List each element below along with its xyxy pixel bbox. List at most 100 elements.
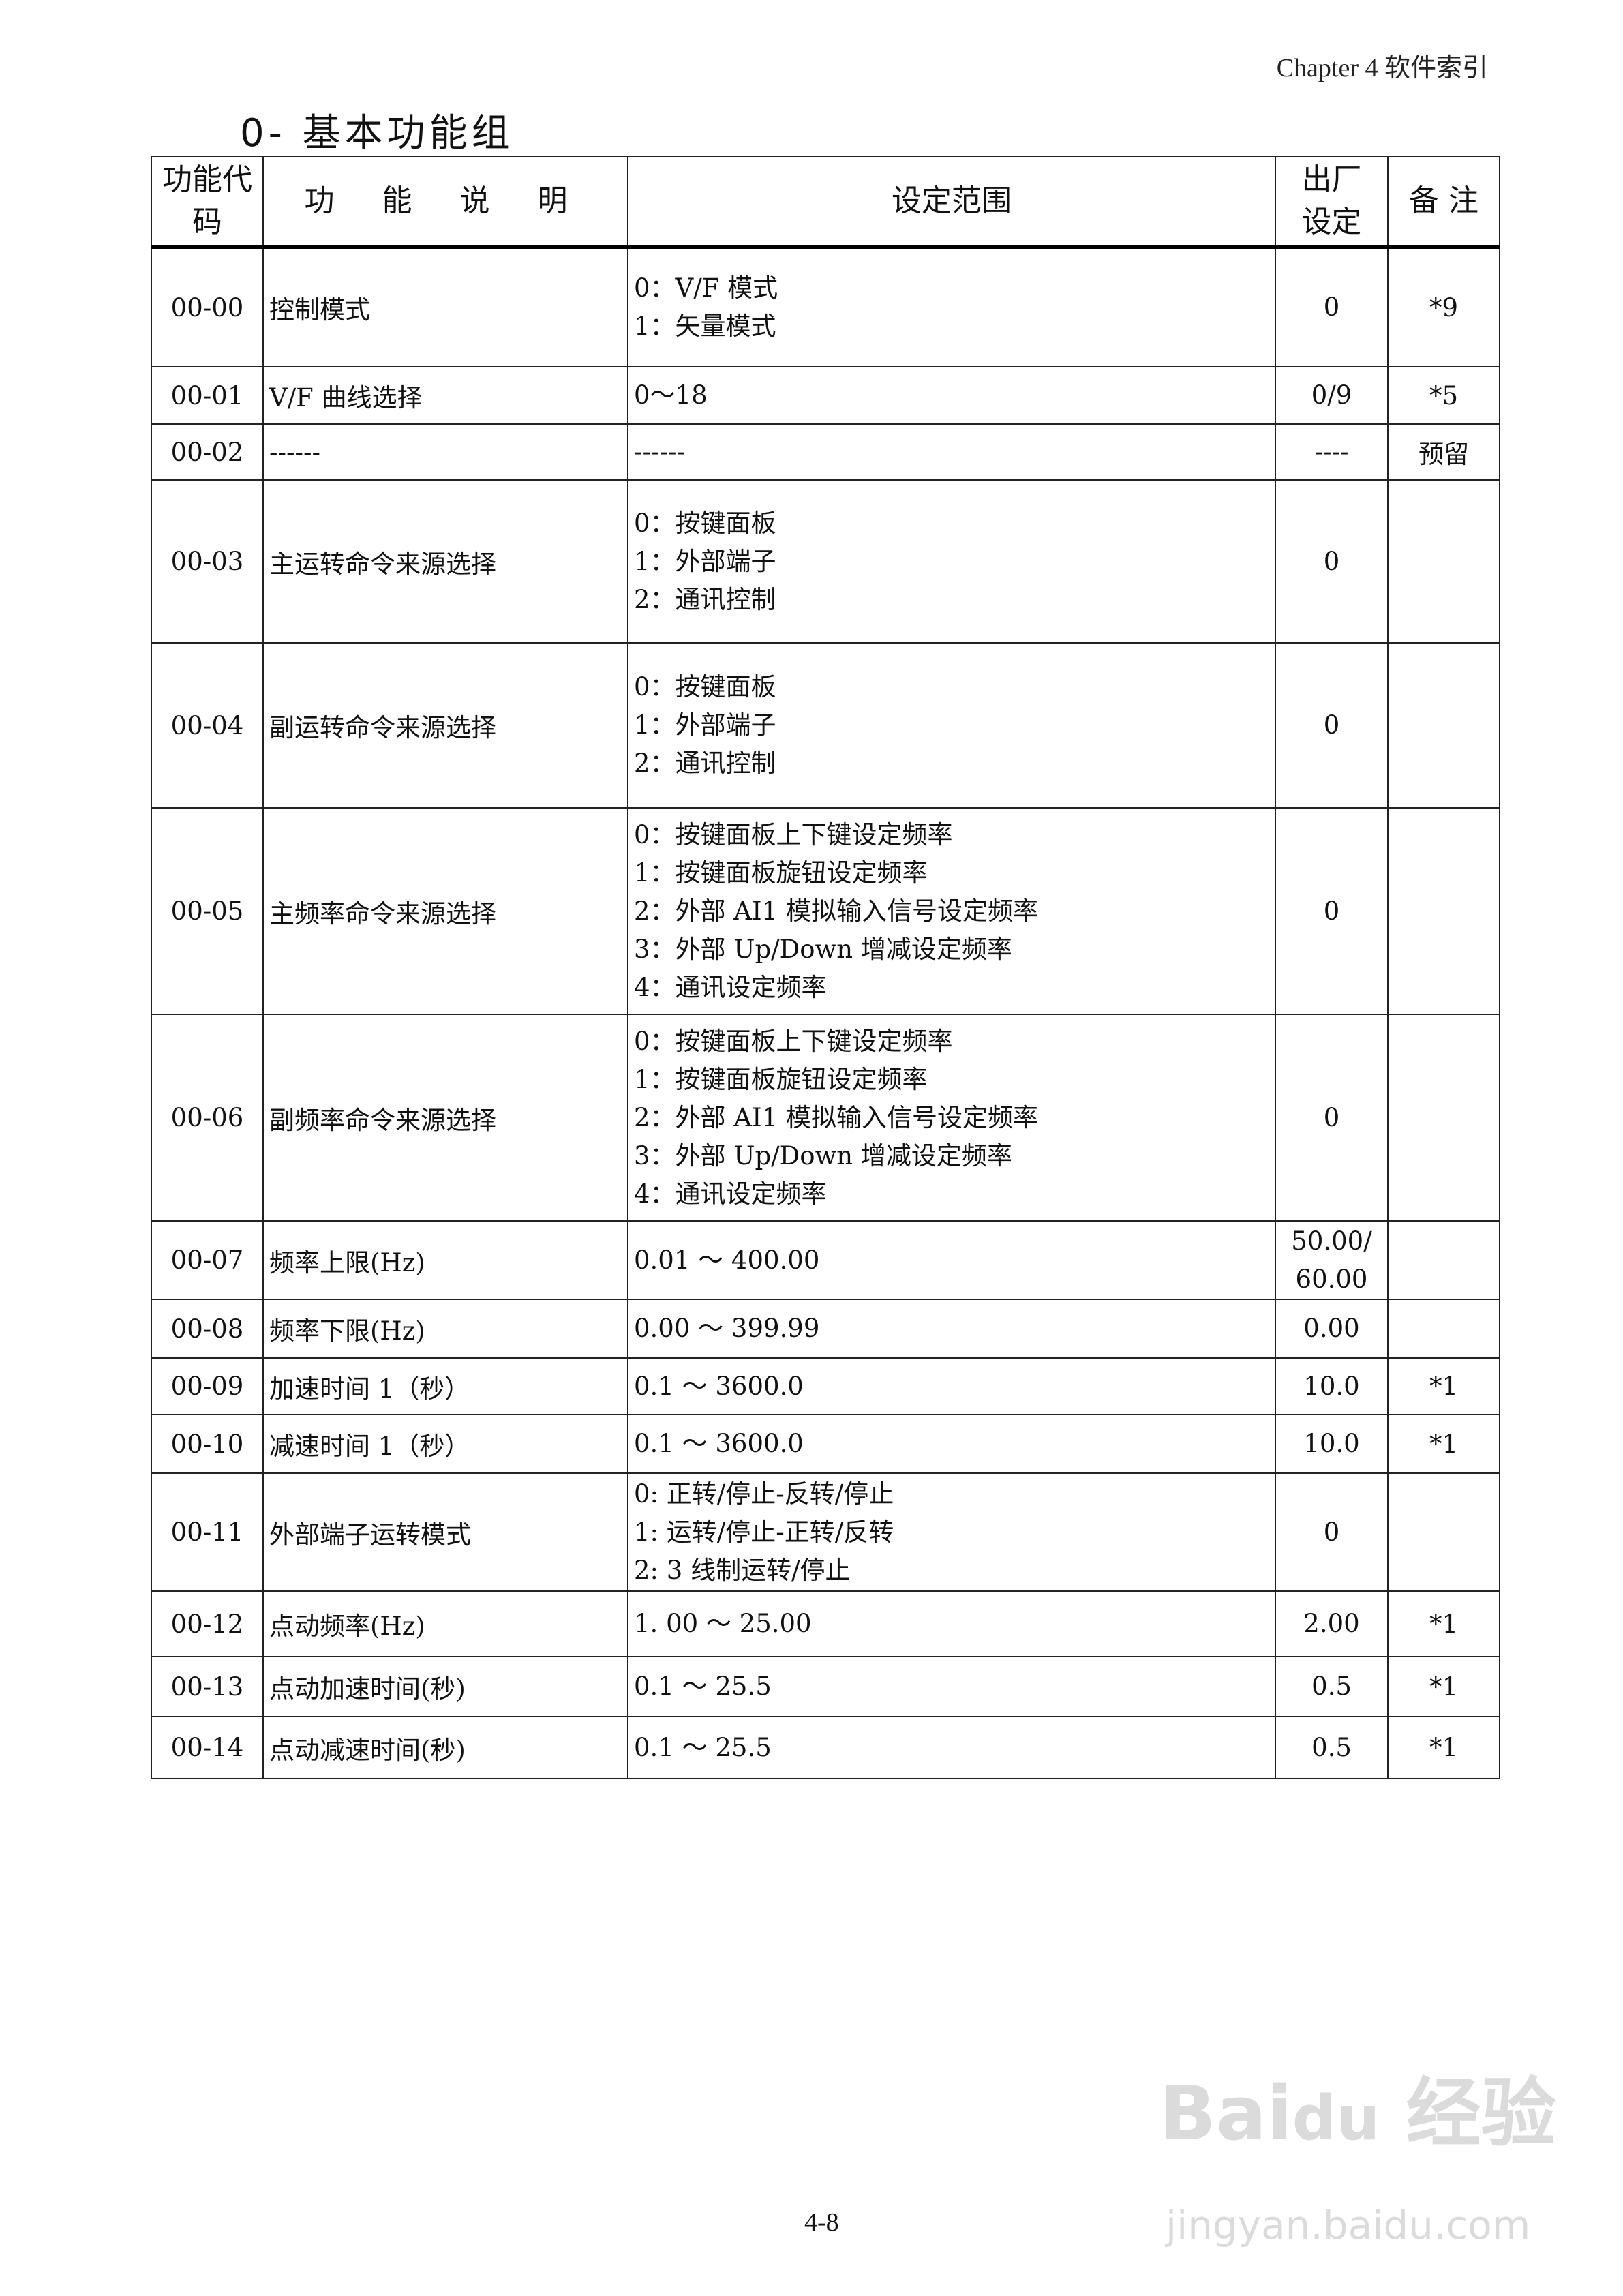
- table-row: 00-01 V/F 曲线选择 0～18 0/9 *5: [151, 366, 1500, 425]
- table-header-row: 功能代码 功 能 说 明 设定范围 出厂设定 备 注: [151, 156, 1500, 249]
- param-range-line: 0.1 ～ 3600.0: [634, 1371, 804, 1401]
- param-default: 0: [1275, 479, 1389, 644]
- param-default: 0.5: [1275, 1716, 1389, 1779]
- param-description: 主运转命令来源选择: [262, 479, 628, 644]
- param-default-line: ----: [1314, 437, 1349, 466]
- param-range-line: 0：按键面板上下键设定频率: [634, 1026, 953, 1056]
- param-range-line: 3：外部 Up/Down 增减设定频率: [634, 1141, 1012, 1170]
- param-note: *1: [1387, 1357, 1500, 1415]
- param-description: 减速时间 1（秒）: [262, 1414, 628, 1474]
- param-default-line: 0: [1323, 1102, 1340, 1132]
- table-row: 00-09 加速时间 1（秒） 0.1 ～ 3600.0 10.0 *1: [151, 1357, 1500, 1415]
- param-range-line: 1：按键面板旋钮设定频率: [634, 858, 928, 888]
- chapter-header: Chapter 4 软件索引: [1276, 54, 1488, 82]
- table-row: 00-02 ------ ------ ---- 预留: [151, 423, 1500, 481]
- param-range: 0：V/F 模式 1：矢量模式: [627, 246, 1276, 367]
- col-header-desc: 功 能 说 明: [262, 156, 628, 249]
- param-default: ----: [1275, 423, 1389, 481]
- table-row: 00-14 点动减速时间(秒) 0.1 ～ 25.5 0.5 *1: [151, 1716, 1500, 1779]
- param-default: 10.0: [1275, 1357, 1389, 1415]
- param-default: 0/9: [1275, 366, 1389, 425]
- page-number: 4-8: [804, 2208, 839, 2237]
- table-row: 00-04 副运转命令来源选择 0：按键面板 1：外部端子 2：通讯控制 0: [151, 642, 1500, 809]
- param-default: 0.5: [1275, 1656, 1389, 1717]
- param-default-line: 2.00: [1303, 1609, 1360, 1638]
- param-default-line: 10.0: [1303, 1429, 1360, 1458]
- param-default-line: 0: [1323, 1517, 1340, 1547]
- param-default: 0: [1275, 1472, 1389, 1592]
- param-note: *1: [1387, 1414, 1500, 1474]
- param-range-line: 0.1 ～ 25.5: [634, 1732, 772, 1762]
- param-range-line: 0: 正转/停止-反转/停止: [634, 1479, 894, 1509]
- param-note: *5: [1387, 366, 1500, 425]
- param-description: V/F 曲线选择: [262, 366, 628, 425]
- param-range-line: 1：外部端子: [634, 710, 776, 740]
- param-code: 00-09: [151, 1357, 264, 1415]
- table-row: 00-11 外部端子运转模式 0: 正转/停止-反转/停止 1: 运转/停止-正转/反…: [151, 1472, 1500, 1592]
- parameter-table: 功能代码 功 能 说 明 设定范围 出厂设定 备 注 00-00 控制模式 0：V/…: [151, 156, 1500, 1779]
- param-range: 0.1 ～ 3600.0: [627, 1357, 1276, 1415]
- param-range-line: 2：外部 AI1 模拟输入信号设定频率: [634, 896, 1038, 926]
- param-code: 00-14: [151, 1716, 264, 1779]
- param-default-line: 0: [1323, 546, 1340, 576]
- watermark-url: jingyan.baidu.com: [1166, 2202, 1531, 2248]
- param-range-line: 1: 运转/停止-正转/反转: [634, 1517, 894, 1547]
- param-range: 0.1 ～ 25.5: [627, 1716, 1276, 1779]
- col-header-range: 设定范围: [627, 156, 1276, 249]
- table-row: 00-13 点动加速时间(秒) 0.1 ～ 25.5 0.5 *1: [151, 1656, 1500, 1717]
- param-code: 00-02: [151, 423, 264, 481]
- param-range-line: 0：V/F 模式: [634, 273, 778, 303]
- param-range-line: 1：矢量模式: [634, 312, 776, 341]
- param-default-line: 60.00: [1295, 1264, 1368, 1294]
- param-description: 点动频率(Hz): [262, 1590, 628, 1657]
- param-code: 00-13: [151, 1656, 264, 1717]
- param-code: 00-10: [151, 1414, 264, 1474]
- param-default: 0.00: [1275, 1299, 1389, 1359]
- param-range: 0.01 ～ 400.00: [627, 1220, 1276, 1300]
- param-note: [1387, 1220, 1500, 1300]
- col-header-note: 备 注: [1387, 156, 1500, 249]
- param-range-line: 3：外部 Up/Down 增减设定频率: [634, 934, 1012, 964]
- param-default: 0: [1275, 642, 1389, 809]
- col-header-default: 出厂设定: [1275, 156, 1389, 249]
- param-range-line: 0.1 ～ 25.5: [634, 1672, 772, 1701]
- param-range-line: 0：按键面板上下键设定频率: [634, 819, 953, 849]
- param-description: 副运转命令来源选择: [262, 642, 628, 809]
- param-description: 点动减速时间(秒): [262, 1716, 628, 1779]
- param-range: 0：按键面板上下键设定频率 1：按键面板旋钮设定频率 2：外部 AI1 模拟输入信号…: [627, 1014, 1276, 1222]
- param-range: ------: [627, 423, 1276, 481]
- param-default: 10.0: [1275, 1414, 1389, 1474]
- param-range-line: 1. 00 ～ 25.00: [634, 1609, 812, 1638]
- param-code: 00-01: [151, 366, 264, 425]
- param-range: 1. 00 ～ 25.00: [627, 1590, 1276, 1657]
- param-range: 0.1 ～ 3600.0: [627, 1414, 1276, 1474]
- param-code: 00-06: [151, 1014, 264, 1222]
- param-range: 0：按键面板 1：外部端子 2：通讯控制: [627, 642, 1276, 809]
- param-range-line: 0～18: [634, 380, 708, 410]
- param-code: 00-05: [151, 807, 264, 1015]
- param-range-line: 0.00 ～ 399.99: [634, 1314, 820, 1343]
- param-range: 0.00 ～ 399.99: [627, 1299, 1276, 1359]
- param-default-line: 0: [1323, 710, 1340, 740]
- watermark-logo: Baidu 经验: [1159, 2070, 1556, 2157]
- param-range-line: 0：按键面板: [634, 672, 776, 701]
- param-default-line: 0.00: [1303, 1314, 1360, 1343]
- param-default: 0: [1275, 807, 1389, 1015]
- param-range-line: 0.1 ～ 3600.0: [634, 1429, 804, 1458]
- param-code: 00-12: [151, 1590, 264, 1657]
- table-row: 00-07 频率上限(Hz) 0.01 ～ 400.00 50.00/60.00: [151, 1220, 1500, 1300]
- param-range: 0：按键面板 1：外部端子 2：通讯控制: [627, 479, 1276, 644]
- param-default-line: 0.5: [1311, 1732, 1352, 1762]
- table-row: 00-10 减速时间 1（秒） 0.1 ～ 3600.0 10.0 *1: [151, 1414, 1500, 1474]
- param-range-line: 1：按键面板旋钮设定频率: [634, 1064, 928, 1094]
- param-note: *1: [1387, 1590, 1500, 1657]
- table-row: 00-05 主频率命令来源选择 0：按键面板上下键设定频率 1：按键面板旋钮设定频率 2…: [151, 807, 1500, 1015]
- param-code: 00-07: [151, 1220, 264, 1300]
- param-description: ------: [262, 423, 628, 481]
- table-row: 00-03 主运转命令来源选择 0：按键面板 1：外部端子 2：通讯控制 0: [151, 479, 1500, 644]
- param-default: 50.00/60.00: [1275, 1220, 1389, 1300]
- param-note: *1: [1387, 1656, 1500, 1717]
- param-range: 0: 正转/停止-反转/停止 1: 运转/停止-正转/反转 2: 3 线制运转/停止: [627, 1472, 1276, 1592]
- param-range: 0.1 ～ 25.5: [627, 1656, 1276, 1717]
- param-range-line: ------: [634, 437, 686, 466]
